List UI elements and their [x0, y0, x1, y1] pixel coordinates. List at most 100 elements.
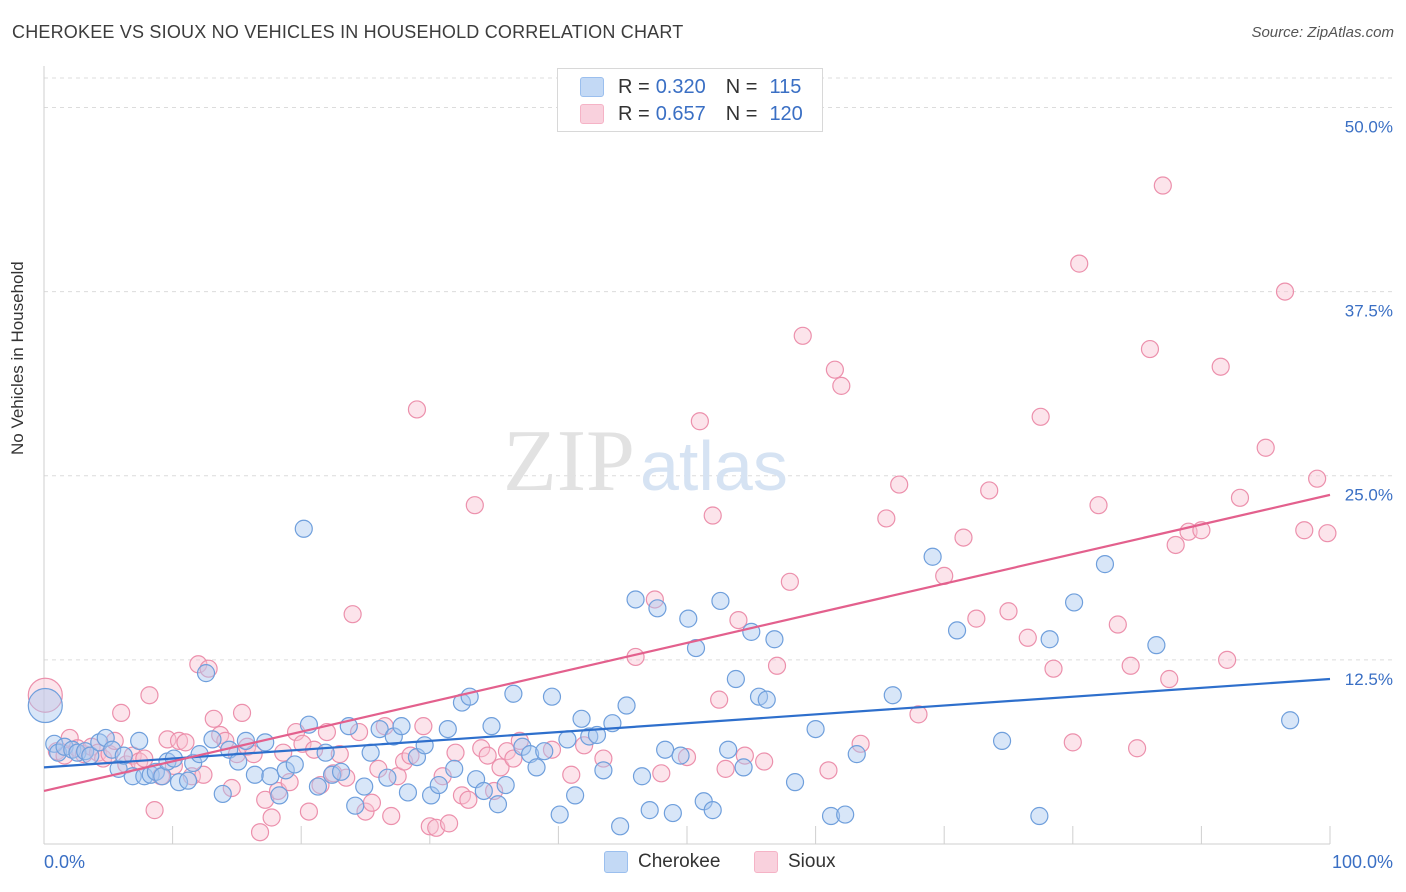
sioux-point	[472, 739, 491, 758]
sioux-point	[1044, 659, 1063, 678]
sioux-point	[755, 752, 774, 771]
cherokee-point	[361, 743, 380, 762]
sioux-point	[1318, 524, 1337, 543]
sioux-point	[1160, 669, 1179, 689]
cherokee-point	[130, 731, 149, 750]
cherokee-point	[611, 817, 630, 836]
sioux-point	[716, 759, 735, 778]
sioux-point	[1295, 521, 1314, 540]
sioux-point	[890, 475, 909, 494]
cherokee-point	[429, 775, 448, 795]
cherokee-point	[261, 767, 280, 786]
sioux-point	[1089, 496, 1108, 515]
watermark-atlas: atlas	[640, 427, 788, 505]
cherokee-point	[398, 783, 418, 802]
chart-title: CHEROKEE VS SIOUX NO VEHICLES IN HOUSEHO…	[12, 22, 684, 42]
series-legend: Cherokee Sioux	[0, 851, 1406, 877]
legend-swatch-cherokee	[580, 77, 604, 97]
sioux-point	[222, 778, 241, 798]
sioux-point	[299, 802, 319, 821]
sioux-point	[819, 761, 838, 780]
sioux-point	[250, 823, 270, 842]
cherokee-point	[245, 765, 265, 784]
cherokee-point	[331, 762, 351, 781]
cherokee-point	[392, 717, 411, 736]
sioux-point	[710, 690, 729, 709]
sioux-point	[1308, 469, 1327, 488]
sioux-point	[1127, 739, 1147, 758]
sioux-point	[652, 764, 671, 783]
sioux-point	[1018, 628, 1037, 647]
sioux-point	[1070, 254, 1089, 273]
legend-row-cherokee: R = 0.320 N = 115	[580, 75, 801, 99]
sioux-point	[1275, 282, 1295, 301]
sioux-point	[401, 746, 420, 765]
y-tick-label: 50.0%	[1345, 117, 1393, 136]
sioux-point	[337, 768, 356, 787]
cherokee-point	[632, 767, 652, 786]
sioux-point	[446, 743, 465, 762]
legend-item-cherokee[interactable]: Cherokee	[604, 851, 720, 873]
sioux-point	[382, 806, 401, 826]
sioux-point	[575, 736, 594, 755]
cherokee-point	[1281, 711, 1300, 730]
sioux-point	[407, 400, 427, 419]
cherokee-point	[103, 740, 122, 759]
cherokee-point	[169, 773, 189, 792]
cherokee-point	[496, 775, 515, 795]
grid-lines	[44, 77, 1395, 661]
sioux-point	[280, 773, 299, 792]
cherokee-point	[711, 591, 730, 611]
sioux-point	[478, 746, 497, 765]
legend-item-sioux[interactable]: Sioux	[754, 851, 836, 873]
cherokee-point	[757, 690, 776, 709]
sioux-point	[1108, 615, 1127, 634]
cherokee-point	[504, 684, 523, 703]
cherokee-point	[96, 728, 115, 748]
sioux-point	[169, 731, 189, 750]
y-tick-label: 37.5%	[1345, 302, 1393, 321]
legend-n-label: N =	[725, 102, 758, 125]
cherokee-trend-line	[43, 677, 1331, 769]
sioux-point	[158, 730, 177, 749]
sioux-point	[465, 496, 484, 515]
sioux-point	[1063, 733, 1082, 752]
cherokee-point	[1095, 555, 1115, 574]
trend-lines	[43, 493, 1331, 793]
sioux-point	[491, 758, 510, 777]
cherokee-point	[594, 761, 613, 780]
sioux-point	[459, 790, 478, 809]
legend-label-sioux: Sioux	[788, 851, 836, 872]
cherokee-point	[474, 781, 493, 801]
cherokee-point	[719, 740, 738, 759]
sioux-point	[343, 605, 362, 624]
legend-r-value: 0.657	[655, 102, 706, 125]
y-axis-label: No Vehicles in Household	[8, 261, 27, 455]
cherokee-point	[27, 687, 63, 724]
cherokee-point	[203, 730, 222, 749]
sioux-point	[420, 817, 439, 836]
sioux-point	[1256, 438, 1275, 457]
legend-r-label: R =	[618, 102, 650, 125]
cherokee-point	[527, 758, 546, 777]
cherokee-point	[580, 727, 599, 746]
sioux-point	[767, 656, 787, 675]
cherokee-point	[947, 621, 967, 640]
sioux-point	[330, 745, 349, 764]
cherokee-point	[513, 737, 532, 756]
cherokee-point	[572, 709, 591, 728]
sioux-point	[1121, 656, 1140, 675]
sioux-points	[27, 176, 1337, 842]
sioux-point	[780, 572, 799, 591]
cherokee-point	[45, 734, 64, 753]
cherokee-point	[686, 638, 706, 658]
sioux-point	[542, 740, 562, 759]
cherokee-point	[648, 599, 667, 618]
sioux-point	[703, 506, 722, 525]
cherokee-point	[308, 777, 328, 796]
sioux-point	[832, 376, 851, 395]
cherokee-point	[626, 590, 645, 609]
sioux-point	[729, 610, 748, 630]
sioux-point	[825, 360, 844, 379]
